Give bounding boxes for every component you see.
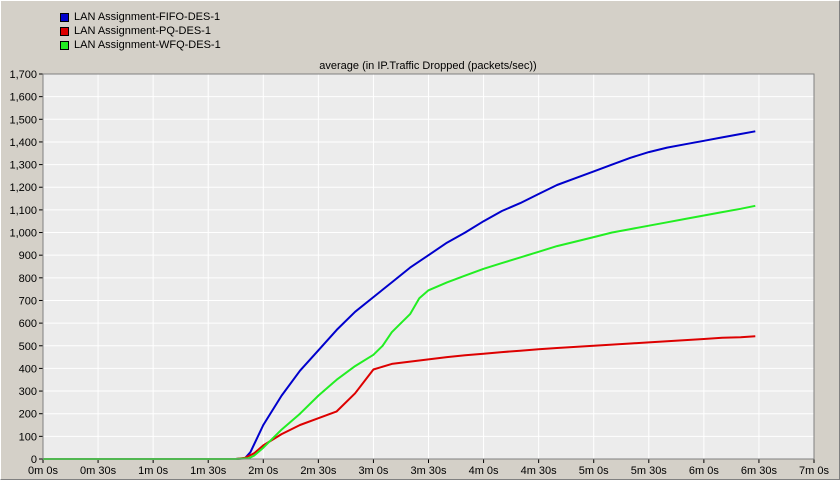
- legend-label-wfq: LAN Assignment-WFQ-DES-1: [74, 39, 221, 51]
- x-tick-label: 4m 0s: [469, 465, 499, 477]
- y-tick-label: 0: [31, 454, 37, 466]
- grid: [42, 73, 815, 460]
- x-tick-label: 3m 0s: [358, 465, 388, 477]
- legend-item-wfq: LAN Assignment-WFQ-DES-1: [60, 38, 221, 52]
- x-tick-label: 6m 0s: [689, 465, 719, 477]
- y-tick-label: 500: [19, 341, 37, 353]
- y-axis: 0 100 200 300 400 500 600 700 800 900 1,000 1,100 1,…: [9, 69, 43, 466]
- x-tick-label: 2m 30s: [300, 465, 337, 477]
- plot-border: [42, 73, 815, 460]
- x-tick-label: 7m 0s: [799, 465, 829, 477]
- legend: LAN Assignment-FIFO-DES-1 LAN Assignment…: [60, 10, 221, 52]
- y-tick-label: 600: [19, 318, 37, 330]
- y-tick-label: 800: [19, 273, 37, 285]
- y-tick-label: 1,300: [9, 160, 37, 172]
- y-tick-label: 100: [19, 431, 37, 443]
- x-tick-label: 6m 30s: [741, 465, 778, 477]
- x-tick-label: 0m 0s: [28, 465, 58, 477]
- series-line-fifo: [43, 130, 756, 460]
- x-axis: 0m 0s 0m 30s 1m 0s 1m 30s 2m 0s 2m 30s 3m 0s 3m…: [28, 459, 829, 477]
- y-tick-label: 1,700: [9, 69, 37, 81]
- y-tick-label: 1,000: [9, 228, 37, 240]
- series-group: [42, 73, 815, 460]
- y-tick-label: 700: [19, 295, 37, 307]
- y-tick-label: 1,600: [9, 92, 37, 104]
- y-tick-label: 300: [19, 386, 37, 398]
- legend-swatch-pq: [60, 26, 69, 36]
- legend-swatch-fifo: [60, 12, 69, 22]
- legend-item-fifo: LAN Assignment-FIFO-DES-1: [60, 10, 221, 24]
- legend-swatch-wfq: [60, 40, 69, 50]
- x-tick-label: 1m 0s: [138, 465, 168, 477]
- x-tick-label: 0m 30s: [80, 465, 117, 477]
- x-tick-label: 5m 0s: [579, 465, 609, 477]
- series-line-wfq: [43, 204, 756, 460]
- chart-title: average (in IP.Traffic Dropped (packets/…: [319, 60, 536, 72]
- x-tick-label: 1m 30s: [190, 465, 227, 477]
- y-tick-label: 1,500: [9, 114, 37, 126]
- legend-item-pq: LAN Assignment-PQ-DES-1: [60, 24, 221, 38]
- y-tick-label: 1,400: [9, 137, 37, 149]
- y-tick-label: 1,200: [9, 182, 37, 194]
- x-tick-label: 3m 30s: [410, 465, 447, 477]
- x-tick-label: 2m 0s: [248, 465, 278, 477]
- series-line-pq: [43, 335, 756, 460]
- legend-label-pq: LAN Assignment-PQ-DES-1: [74, 25, 211, 37]
- legend-label-fifo: LAN Assignment-FIFO-DES-1: [74, 11, 221, 23]
- x-tick-label: 5m 30s: [631, 465, 668, 477]
- y-tick-label: 200: [19, 409, 37, 421]
- y-tick-label: 1,100: [9, 205, 37, 217]
- y-tick-label: 400: [19, 363, 37, 375]
- y-tick-label: 900: [19, 250, 37, 262]
- x-tick-label: 4m 30s: [521, 465, 558, 477]
